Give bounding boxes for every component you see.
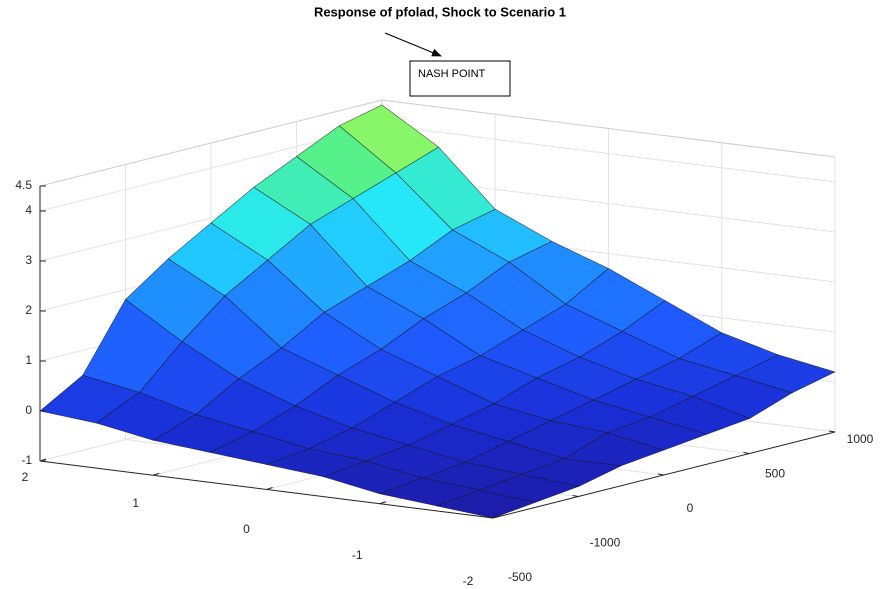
y-tick-label: -1 [352,548,363,562]
x-tick [572,495,579,497]
box-edge [39,99,383,187]
surface [39,104,836,519]
z-tick-label: 3 [25,253,32,267]
z-tick-label: -1 [21,453,32,467]
z-tick-label: 1 [25,353,32,367]
y-tick-label: 1 [132,496,139,510]
x-tick-label: -1000 [590,536,621,550]
x-tick [657,473,665,476]
y-tick [39,458,47,462]
annotation-arrow [384,32,442,57]
y-tick [379,501,386,505]
y-tick [492,515,500,519]
x-tick-label: 1000 [847,432,874,446]
chart-title: Response of pfolad, Shock to Scenario 1 [314,4,566,19]
x-tick [486,516,494,519]
y-tick-label: 0 [243,522,250,536]
annotation-box [409,60,511,97]
axes: -1 0 1 2 3 4 4.5 2 1 0 -1 -2 -500 -1000 0 500 1000 NASH P… [15,32,874,588]
x-tick [828,430,836,433]
x-tick-label: 0 [687,501,694,515]
annotation-text: NASH POINT [418,68,486,80]
y-tick-label: 2 [22,470,29,484]
z-tick-label: 0 [25,403,32,417]
x-tick-label: -500 [508,570,532,584]
z-tick-label: 4.5 [15,178,32,192]
x-tick [743,452,750,454]
y-tick-label: -2 [463,574,474,588]
y-tick [266,487,273,490]
box-edge [381,99,836,158]
x-tick-label: 500 [765,467,785,481]
surface-patch [435,489,537,519]
z-tick-label: 4 [25,203,32,217]
y-tick [153,472,160,476]
z-tick-label: 2 [25,303,32,317]
